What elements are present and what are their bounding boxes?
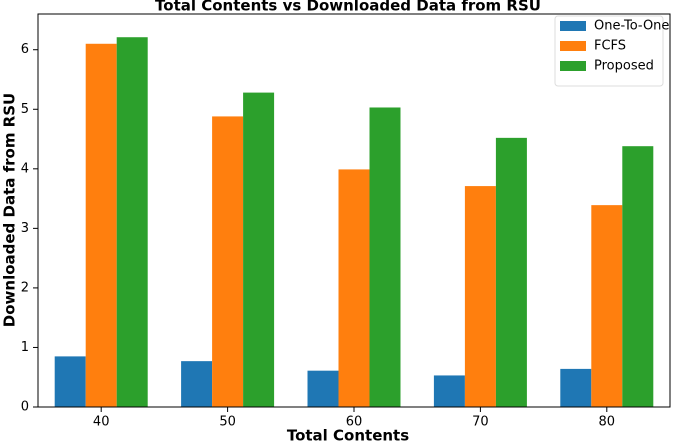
legend-label: One-To-One <box>594 19 669 34</box>
bar <box>212 116 244 407</box>
legend-swatch <box>560 61 586 71</box>
x-tick-label: 50 <box>219 415 236 430</box>
bar <box>591 205 623 407</box>
legend-swatch <box>560 41 586 51</box>
x-tick-label: 40 <box>93 415 110 430</box>
plot-frame <box>37 13 671 408</box>
x-axis-label: Total Contents <box>287 427 409 444</box>
y-tick-label: 0 <box>21 400 29 415</box>
legend-swatch <box>560 21 586 31</box>
y-tick-label: 4 <box>21 161 29 176</box>
bar <box>243 92 275 407</box>
y-tick-label: 1 <box>21 340 29 355</box>
x-tick-label: 60 <box>346 415 363 430</box>
legend-label: FCFS <box>594 39 626 54</box>
bar <box>85 43 117 407</box>
x-tick-label: 70 <box>472 415 489 430</box>
y-tick-label: 5 <box>21 102 29 117</box>
legend-label: Proposed <box>594 59 654 74</box>
bar <box>338 169 370 407</box>
y-tick-label: 3 <box>21 221 29 236</box>
bar <box>622 146 654 407</box>
bar <box>495 137 527 407</box>
bar <box>464 186 496 407</box>
bar <box>181 361 213 407</box>
y-tick-label: 2 <box>21 280 29 295</box>
bar <box>433 375 465 407</box>
bar <box>560 368 592 407</box>
chart-title: Total Contents vs Downloaded Data from R… <box>155 0 541 15</box>
y-axis-label: Downloaded Data from RSU <box>1 93 19 327</box>
y-tick-label: 6 <box>21 42 29 57</box>
x-tick-label: 80 <box>599 415 616 430</box>
bar <box>369 107 401 408</box>
bar <box>116 37 148 408</box>
bar <box>54 356 86 407</box>
bar <box>307 370 339 407</box>
